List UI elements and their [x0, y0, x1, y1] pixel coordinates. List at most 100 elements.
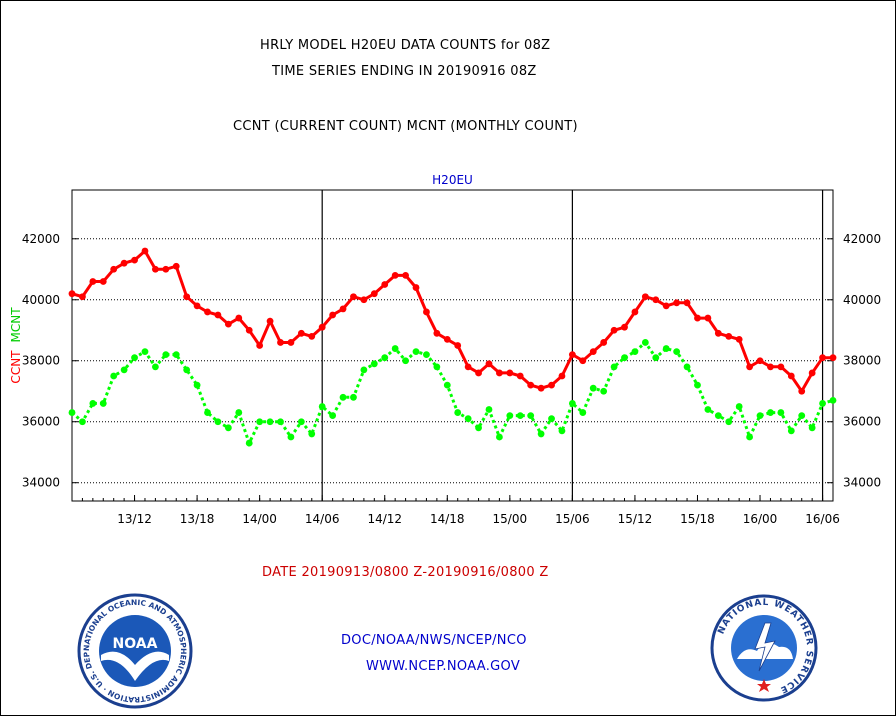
data-point-ccnt — [568, 351, 576, 359]
data-point-ccnt — [297, 329, 305, 337]
data-point-ccnt — [621, 323, 628, 331]
data-point-mcnt — [808, 424, 816, 432]
data-point-ccnt — [318, 323, 326, 331]
data-point-mcnt — [245, 439, 253, 447]
data-point-ccnt — [120, 259, 128, 267]
data-point-mcnt — [68, 409, 76, 416]
data-point-mcnt — [548, 415, 555, 423]
data-point-ccnt — [350, 293, 357, 301]
data-point-mcnt — [287, 433, 295, 441]
y-axis-label-mcnt: MCNT — [9, 307, 23, 343]
data-point-ccnt — [579, 357, 587, 365]
data-point-ccnt — [527, 381, 535, 389]
data-point-ccnt — [79, 293, 86, 301]
data-point-mcnt — [819, 400, 826, 407]
data-point-ccnt — [412, 284, 420, 291]
data-point-ccnt — [537, 384, 545, 392]
data-point-mcnt — [506, 412, 514, 420]
data-point-mcnt — [767, 409, 774, 416]
data-point-mcnt — [600, 387, 608, 395]
data-point-ccnt — [798, 387, 806, 395]
data-point-ccnt — [162, 265, 170, 273]
data-point-mcnt — [256, 418, 264, 426]
data-point-ccnt — [704, 314, 712, 322]
y-axis-label-ccnt: CCNT — [9, 350, 23, 384]
data-point-mcnt — [735, 403, 743, 410]
data-point-mcnt — [496, 433, 503, 441]
data-point-ccnt — [714, 329, 722, 337]
data-point-ccnt — [516, 372, 524, 380]
data-point-mcnt — [120, 366, 128, 374]
x-tick-label: 13/12 — [117, 512, 152, 526]
data-point-ccnt — [402, 271, 409, 279]
series-description: CCNT (CURRENT COUNT) MCNT (MONTHLY COUNT… — [233, 119, 578, 134]
data-point-mcnt — [756, 412, 764, 420]
data-point-mcnt — [610, 363, 618, 371]
x-tick-label: 14/00 — [242, 512, 277, 526]
data-point-ccnt — [183, 293, 191, 301]
data-point-ccnt — [506, 369, 514, 377]
data-point-mcnt — [89, 400, 97, 407]
data-point-mcnt — [568, 400, 576, 407]
x-tick-label: 15/12 — [618, 512, 653, 526]
data-point-mcnt — [339, 393, 347, 401]
nws-logo: NATIONAL WEATHER SERVICE — [710, 594, 818, 702]
data-point-mcnt — [308, 430, 316, 438]
url-link[interactable]: WWW.NCEP.NOAA.GOV — [366, 659, 521, 674]
data-point-mcnt — [443, 381, 451, 389]
data-point-mcnt — [277, 418, 284, 426]
data-point-ccnt — [256, 342, 264, 349]
data-point-ccnt — [631, 308, 639, 316]
data-point-mcnt — [370, 360, 378, 368]
data-point-ccnt — [360, 296, 368, 304]
x-tick-label: 16/00 — [743, 512, 778, 526]
y-tick-label-right: 36000 — [843, 415, 881, 429]
data-point-ccnt — [370, 290, 378, 298]
data-point-ccnt — [277, 339, 284, 346]
x-tick-label: 15/00 — [493, 512, 528, 526]
data-point-ccnt — [610, 326, 618, 334]
data-point-ccnt — [339, 305, 347, 313]
data-point-ccnt — [808, 369, 816, 377]
data-point-mcnt — [787, 427, 795, 435]
data-point-ccnt — [735, 336, 743, 343]
data-point-mcnt — [110, 372, 118, 380]
data-point-mcnt — [683, 363, 691, 371]
x-tick-label: 15/06 — [555, 512, 590, 526]
y-tick-label-left: 42000 — [22, 232, 60, 246]
data-point-mcnt — [673, 348, 681, 355]
data-point-ccnt — [683, 299, 691, 307]
data-point-mcnt — [423, 351, 430, 359]
data-point-mcnt — [589, 384, 597, 392]
y-tick-label-left: 38000 — [22, 354, 60, 368]
data-point-ccnt — [245, 326, 253, 334]
data-point-ccnt — [89, 278, 97, 285]
x-tick-label: 14/06 — [305, 512, 340, 526]
data-point-mcnt — [381, 354, 389, 362]
data-point-ccnt — [433, 329, 441, 337]
date-range-label: DATE 20190913/0800 Z-20190916/0800 Z — [262, 565, 549, 580]
data-point-mcnt — [829, 396, 837, 404]
data-point-ccnt — [694, 314, 701, 322]
data-point-ccnt — [475, 369, 482, 377]
data-point-ccnt — [746, 363, 754, 371]
data-point-ccnt — [287, 339, 295, 346]
data-point-mcnt — [704, 406, 712, 413]
org-label: DOC/NOAA/NWS/NCEP/NCO — [341, 633, 527, 648]
data-point-ccnt — [381, 281, 389, 288]
data-point-ccnt — [224, 320, 232, 328]
data-point-ccnt — [600, 339, 608, 346]
data-point-mcnt — [360, 366, 368, 374]
data-point-mcnt — [266, 418, 274, 426]
data-point-ccnt — [131, 256, 138, 264]
data-point-ccnt — [777, 363, 785, 371]
data-point-ccnt — [767, 363, 774, 371]
y-tick-label-left: 40000 — [22, 293, 60, 307]
data-point-ccnt — [652, 296, 660, 304]
data-point-ccnt — [329, 311, 337, 319]
data-point-ccnt — [193, 302, 201, 310]
page-subtitle: TIME SERIES ENDING IN 20190916 08Z — [272, 64, 537, 79]
data-point-mcnt — [527, 412, 535, 420]
data-point-mcnt — [391, 345, 399, 352]
data-point-mcnt — [204, 409, 211, 416]
